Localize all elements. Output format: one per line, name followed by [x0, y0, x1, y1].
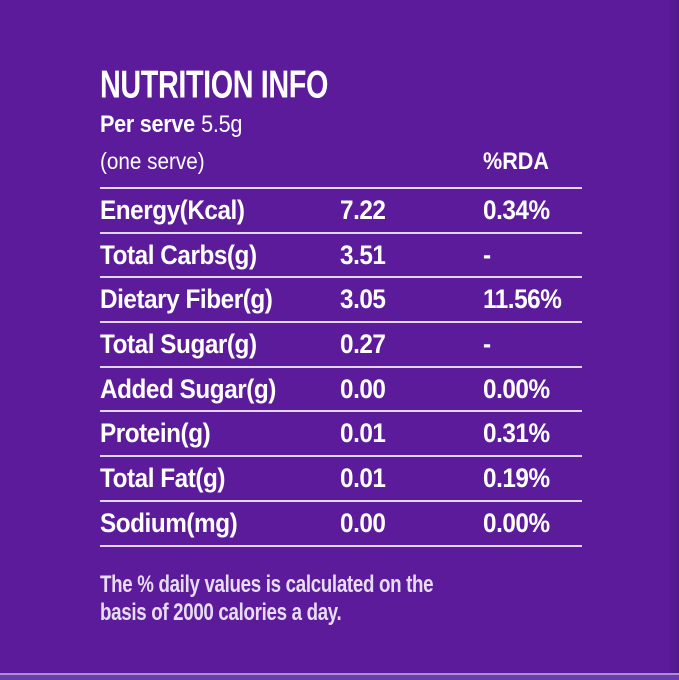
row-rda: -: [483, 239, 491, 270]
serving-label: Per serve: [100, 111, 195, 138]
row-label: Total Sugar(g): [100, 328, 257, 359]
row-label: Energy(Kcal): [100, 194, 245, 225]
column-header-one-serve: (one serve): [100, 148, 205, 174]
row-label: Protein(g): [100, 418, 211, 449]
table-row-added-sugar: Added Sugar(g) 0.00 0.00%: [100, 365, 582, 411]
footnote: The % daily values is calculated on the …: [100, 571, 527, 627]
row-label: Total Carbs(g): [100, 239, 257, 270]
row-label: Added Sugar(g): [100, 373, 276, 404]
row-value: 0.00: [340, 507, 386, 538]
row-value: 3.05: [340, 284, 386, 315]
row-rda: 0.00%: [483, 373, 550, 404]
table-row-total-carbs: Total Carbs(g) 3.51 -: [100, 231, 582, 277]
row-rda: -: [483, 328, 491, 359]
table-row-total-sugar: Total Sugar(g) 0.27 -: [100, 321, 582, 366]
row-rda: 11.56%: [483, 284, 562, 315]
row-value: 7.22: [340, 194, 386, 225]
table-row-protein: Protein(g) 0.01 0.31%: [100, 410, 582, 455]
footnote-line-1: The % daily values is calculated on the: [100, 571, 434, 598]
row-label: Total Fat(g): [100, 462, 226, 493]
row-value: 0.00: [340, 373, 386, 404]
row-label: Dietary Fiber(g): [100, 284, 273, 315]
row-label: Sodium(mg): [100, 507, 238, 538]
row-value: 0.01: [340, 418, 386, 449]
table-row-total-fat: Total Fat(g) 0.01 0.19%: [100, 455, 582, 500]
row-rda: 0.34%: [483, 194, 550, 225]
serving-line: Per serve 5.5g: [100, 110, 242, 140]
table-row-dietary-fiber: Dietary Fiber(g) 3.05 11.56%: [100, 276, 582, 321]
row-value: 3.51: [340, 239, 386, 270]
row-rda: 0.19%: [483, 462, 550, 493]
table-row-sodium: Sodium(mg) 0.00 0.00%: [100, 499, 582, 545]
table-row-energy: Energy(Kcal) 7.22 0.34%: [100, 187, 582, 232]
serving-value: 5.5g: [201, 111, 243, 138]
row-value: 0.01: [340, 462, 386, 493]
row-rda: 0.00%: [483, 507, 550, 538]
column-header-rda: %RDA: [483, 148, 550, 175]
row-rda: 0.31%: [483, 418, 550, 449]
row-value: 0.27: [340, 328, 386, 359]
footnote-line-2: basis of 2000 calories a day.: [100, 599, 342, 626]
nutrition-table: Energy(Kcal) 7.22 0.34% Total Carbs(g) 3…: [100, 187, 582, 547]
right-edge-shade: [667, 0, 679, 680]
bottom-edge-band: [0, 673, 679, 680]
panel-title: NUTRITION INFO: [100, 61, 328, 107]
